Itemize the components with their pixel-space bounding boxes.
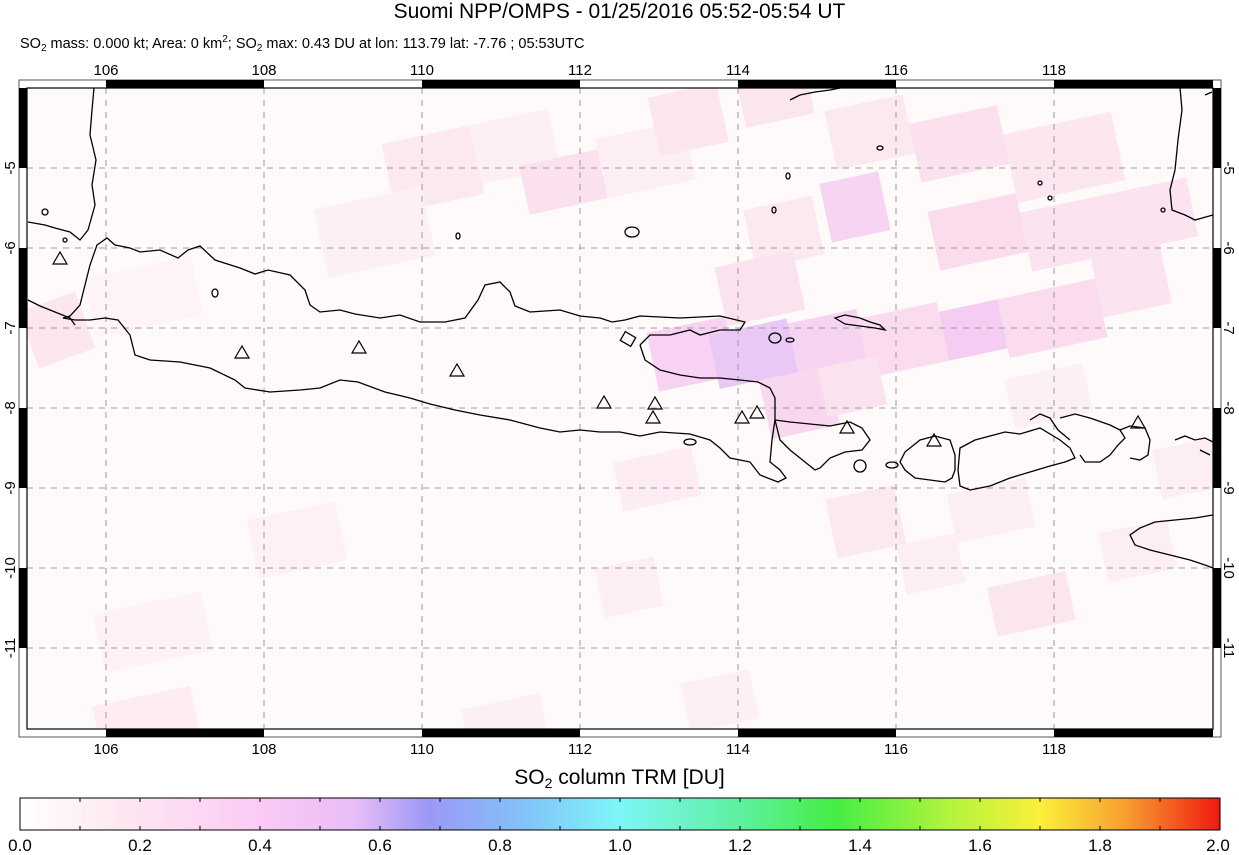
lon-tick-top: 118 [1042, 62, 1066, 79]
colorbar-label: 1.2 [728, 836, 752, 855]
volcano-markers [51, 250, 1147, 447]
lon-tick-top: 114 [726, 62, 750, 79]
colorbar-ticks [79, 798, 1161, 830]
lat-tick-left: -6 [2, 241, 19, 255]
lat-tick-left: -7 [2, 321, 19, 335]
lat-tick-left: -9 [2, 481, 19, 495]
lat-tick-right: -11 [1220, 637, 1237, 659]
lat-tick-right: -6 [1220, 241, 1237, 255]
lon-tick-top: 112 [568, 62, 592, 79]
lat-tick-right: -10 [1220, 557, 1237, 579]
lon-tick-bottom: 108 [251, 741, 277, 758]
frame-bars [19, 80, 1221, 737]
lat-tick-left: -5 [2, 161, 19, 175]
colorbar-label: 0.4 [248, 836, 272, 855]
lat-tick-left: -11 [2, 637, 19, 659]
colorbar-label: 1.0 [608, 836, 632, 855]
colorbar [19, 797, 1221, 831]
graticule [27, 88, 1213, 729]
lon-tick-bottom: 106 [93, 741, 119, 758]
colorbar-label: 0.0 [8, 836, 32, 855]
colorbar-label: 2.0 [1206, 836, 1230, 855]
colorbar-label: 1.8 [1088, 836, 1112, 855]
lat-tick-right: -5 [1220, 161, 1237, 175]
lon-tick-bottom: 116 [884, 741, 908, 758]
lon-tick-bottom: 112 [568, 741, 592, 758]
map-title: Suomi NPP/OMPS - 01/25/2016 05:52-05:54 … [393, 0, 846, 23]
lat-tick-right: -8 [1220, 401, 1237, 415]
colorbar-label: 1.4 [848, 836, 872, 855]
lon-tick-top: 116 [884, 62, 908, 79]
lat-tick-right: -7 [1220, 321, 1237, 335]
so2-summary: SO2 mass: 0.000 kt; Area: 0 km2; SO2 max… [20, 34, 585, 55]
lat-tick-right: -9 [1220, 481, 1237, 495]
coastlines [27, 88, 1213, 569]
lat-tick-left: -10 [2, 557, 19, 579]
lat-tick-left: -8 [2, 401, 19, 415]
colorbar-label: 0.2 [128, 836, 152, 855]
lon-tick-bottom: 110 [410, 741, 434, 758]
lon-tick-top: 106 [93, 62, 119, 79]
lon-tick-top: 110 [410, 62, 434, 79]
colorbar-title: SO2 column TRM [DU] [514, 766, 725, 791]
colorbar-label: 1.6 [968, 836, 992, 855]
lon-tick-top: 108 [251, 62, 277, 79]
lon-tick-bottom: 114 [726, 741, 750, 758]
lon-tick-bottom: 118 [1042, 741, 1066, 758]
colorbar-label: 0.8 [488, 836, 512, 855]
colorbar-label: 0.6 [368, 836, 392, 855]
